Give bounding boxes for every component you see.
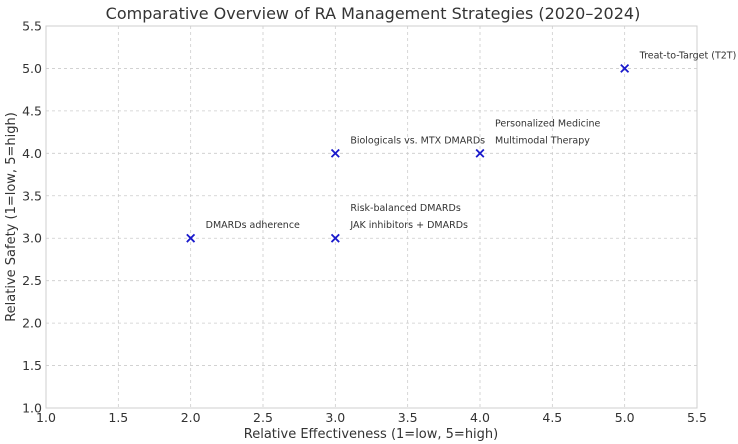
y-tick-label: 1.0: [22, 401, 42, 416]
x-tick-label: 2.0: [181, 410, 201, 425]
point-annotation: JAK inhibitors + DMARDs: [349, 220, 468, 231]
data-point-marker: [330, 233, 340, 243]
x-tick-label: 5.0: [615, 410, 635, 425]
data-point-marker: [475, 148, 485, 158]
point-annotation: Risk-balanced DMARDs: [350, 203, 460, 214]
plot-area: [45, 25, 698, 409]
x-tick-label: 2.5: [253, 410, 273, 425]
y-axis-label: Relative Safety (1=low, 5=high): [4, 112, 19, 322]
x-tick-label: 5.5: [687, 410, 707, 425]
y-tick-label: 3.0: [22, 231, 42, 246]
y-tick-label: 5.0: [22, 61, 42, 76]
y-tick-label: 4.5: [22, 103, 42, 118]
data-point-marker: [330, 148, 340, 158]
x-tick-label: 3.5: [398, 410, 418, 425]
x-tick-label: 4.5: [542, 410, 562, 425]
point-annotation: Personalized Medicine: [495, 118, 600, 129]
x-axis-label: Relative Effectiveness (1=low, 5=high): [244, 427, 498, 442]
point-annotation: Treat-to-Target (T2T): [639, 50, 737, 61]
x-tick-label: 1.0: [36, 410, 56, 425]
point-annotation: Biologicals vs. MTX DMARDs: [350, 135, 485, 146]
x-tick-label: 4.0: [470, 410, 490, 425]
x-tick-label: 1.5: [108, 410, 128, 425]
point-annotation: DMARDs adherence: [206, 220, 300, 231]
data-point-marker: [186, 233, 196, 243]
y-tick-label: 1.5: [22, 358, 42, 373]
point-annotation: Multimodal Therapy: [495, 135, 590, 146]
data-point-marker: [620, 63, 630, 73]
grid: [45, 25, 698, 409]
annotations: DMARDs adherence Biologicals vs. MTX DMAR…: [206, 50, 737, 231]
axis-ticks: 1.0 1.5 2.0 2.5 3.0 3.5 4.0 4.5 5.0 5.5 1.0 1.5 2.0 2…: [22, 19, 707, 426]
x-tick-label: 3.0: [325, 410, 345, 425]
data-points: [186, 63, 630, 243]
y-tick-label: 3.5: [22, 188, 42, 203]
chart-title: Comparative Overview of RA Management St…: [106, 4, 641, 23]
y-tick-label: 2.5: [22, 273, 42, 288]
y-tick-label: 2.0: [22, 316, 42, 331]
y-tick-label: 5.5: [22, 19, 42, 34]
y-tick-label: 4.0: [22, 146, 42, 161]
